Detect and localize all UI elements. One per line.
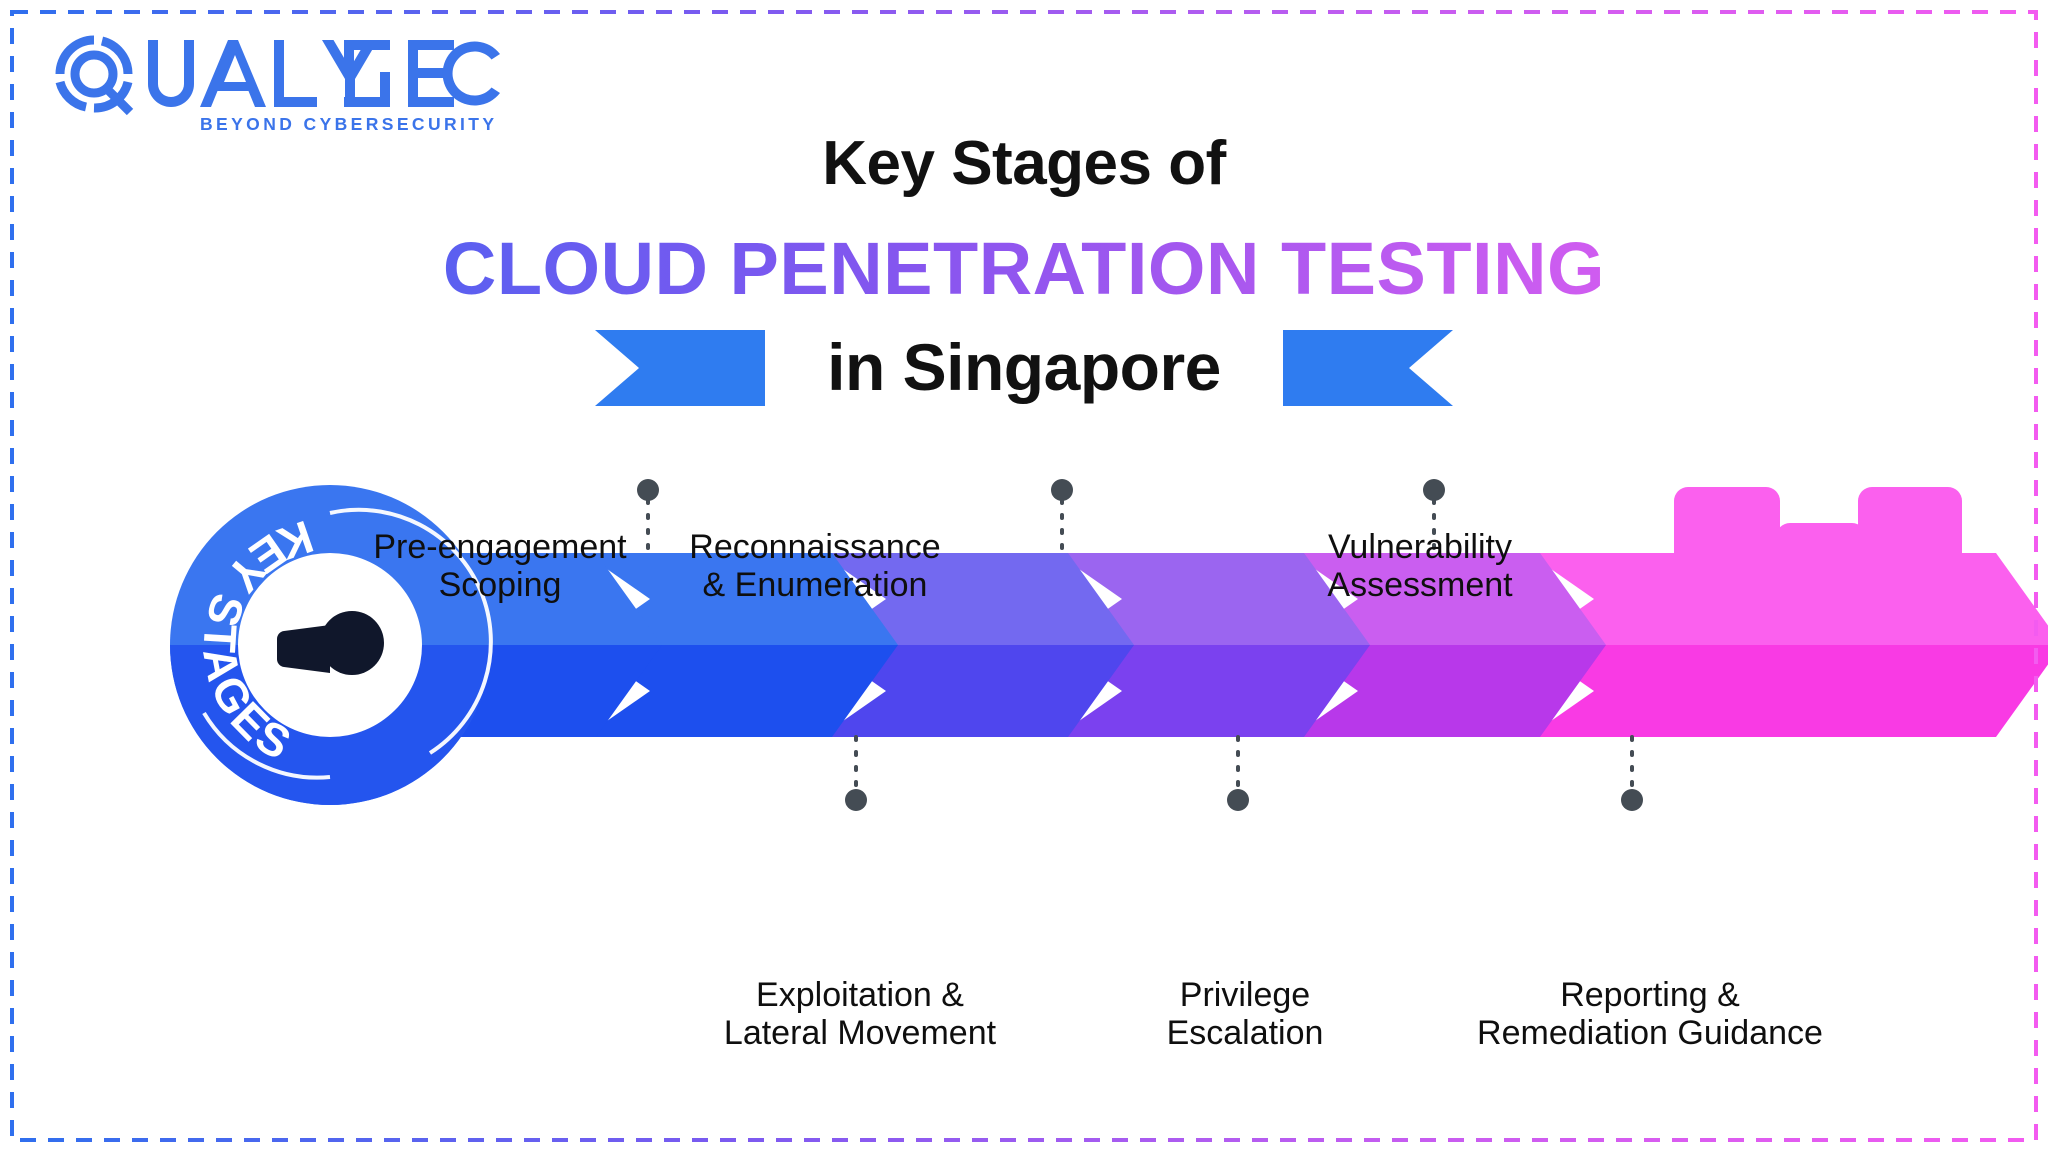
stage-label-2-line2: Lateral Movement — [723, 1014, 997, 1053]
stage-label-5-line1: Vulnerability — [1328, 528, 1512, 567]
chevron-6[interactable] — [1528, 487, 2048, 737]
stage-label-5-line2: Assessment — [1327, 566, 1513, 605]
stage-label-5: Vulnerability Assessment — [1255, 490, 1585, 642]
heading-kicker: Key Stages of — [822, 129, 1226, 198]
stage-label-3: Reconnaissance & Enumeration — [640, 490, 990, 642]
stage-label-2-line1: Exploitation & — [756, 976, 964, 1015]
stage-label-6: Reporting & Remediation Guidance — [1415, 938, 1885, 1090]
stage-label-1: Pre-engagement Scoping — [330, 490, 670, 642]
ribbon-right-icon — [1282, 330, 1453, 406]
stage-label-4: Privilege Escalation — [1095, 938, 1395, 1090]
stage-label-2: Exploitation & Lateral Movement — [680, 938, 1040, 1090]
stage-label-1-line1: Pre-engagement — [373, 528, 627, 567]
heading-main: CLOUD PENETRATION TESTING — [0, 226, 2048, 311]
stage-label-3-line2: & Enumeration — [702, 566, 928, 605]
stage-label-1-line2: Scoping — [438, 566, 562, 605]
heading-sub-row: in Singapore — [0, 330, 2048, 406]
stage-label-6-line1: Reporting & — [1560, 976, 1740, 1015]
key-stage-diagram: KEY STAGES — [170, 479, 2048, 811]
stage-label-6-line2: Remediation Guidance — [1477, 1014, 1823, 1053]
stage-label-4-line2: Escalation — [1166, 1014, 1324, 1053]
stage-label-4-line1: Privilege — [1179, 976, 1311, 1015]
heading-sub: in Singapore — [827, 330, 1221, 405]
brand-logo[interactable]: BEYOND CYBERSECURITY — [44, 30, 504, 140]
qualysec-logo-icon — [55, 35, 500, 116]
ribbon-left-icon — [595, 330, 766, 406]
stage-label-3-line1: Reconnaissance — [689, 528, 941, 567]
